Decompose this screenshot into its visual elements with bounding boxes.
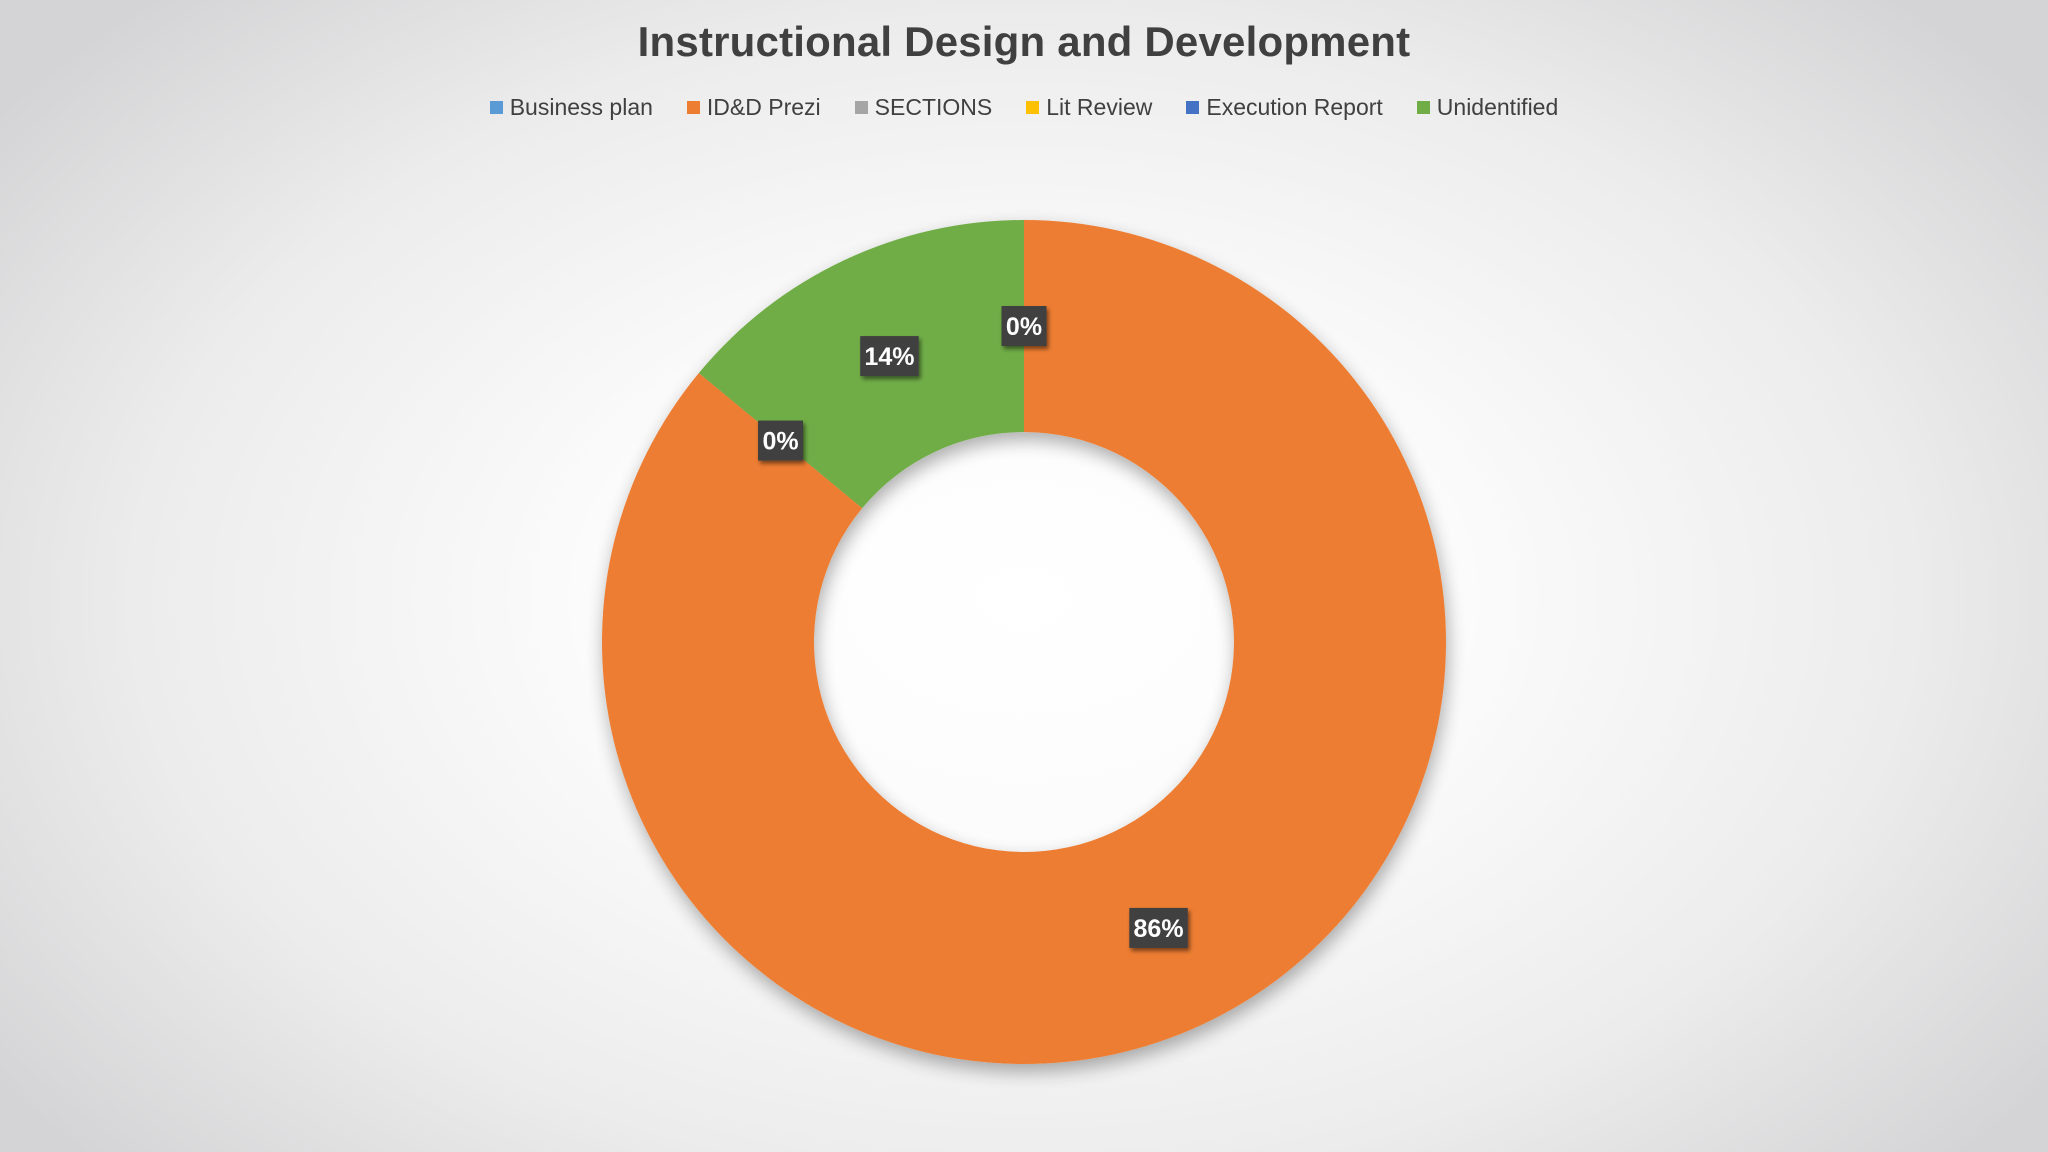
data-label-text-business-plan: 0% <box>1006 313 1042 341</box>
legend-swatch-execution-report <box>1186 101 1200 114</box>
legend-swatch-idd-prezi <box>686 101 700 114</box>
legend-label-business-plan: Business plan <box>509 94 653 120</box>
donut-slice-idd-prezi <box>601 220 1446 1064</box>
legend-swatch-sections <box>854 101 868 114</box>
donut-data-labels: 0% 86% 0% 14% <box>758 306 1188 948</box>
legend-item-unidentified: Unidentified <box>1416 94 1559 121</box>
data-label-box-idd-prezi <box>1129 907 1188 948</box>
donut-slices <box>601 220 1446 1064</box>
legend-label-idd-prezi: ID&D Prezi <box>706 94 821 120</box>
data-label-unidentified: 14% <box>860 336 919 377</box>
legend-item-execution-report: Execution Report <box>1186 94 1383 121</box>
legend-label-sections: SECTIONS <box>874 94 993 120</box>
legend-swatch-business-plan <box>489 101 503 114</box>
data-label-text-idd-prezi: 86% <box>1134 915 1184 943</box>
legend-label-execution-report: Execution Report <box>1206 94 1383 120</box>
legend-item-sections: SECTIONS <box>854 94 993 121</box>
data-label-box-business-plan <box>1001 306 1047 346</box>
data-label-text-execution-report: 0% <box>762 428 798 456</box>
chart-legend: Business plan ID&D Prezi SECTIONS Lit Re… <box>0 94 2048 121</box>
legend-item-lit-review: Lit Review <box>1026 94 1152 121</box>
data-label-box-execution-report <box>758 420 804 461</box>
legend-label-unidentified: Unidentified <box>1436 94 1559 120</box>
data-label-execution-report: 0% <box>758 420 804 461</box>
legend-swatch-unidentified <box>1416 101 1430 114</box>
data-label-idd-prezi: 86% <box>1129 907 1188 948</box>
data-label-text-unidentified: 14% <box>864 343 914 371</box>
data-label-box-unidentified <box>860 336 919 377</box>
legend-swatch-lit-review <box>1026 101 1040 114</box>
legend-label-lit-review: Lit Review <box>1046 94 1153 120</box>
legend-item-idd-prezi: ID&D Prezi <box>686 94 821 121</box>
chart-title: Instructional Design and Development <box>637 18 1411 65</box>
legend-item-business-plan: Business plan <box>489 94 653 121</box>
data-label-business-plan: 0% <box>1001 306 1047 346</box>
